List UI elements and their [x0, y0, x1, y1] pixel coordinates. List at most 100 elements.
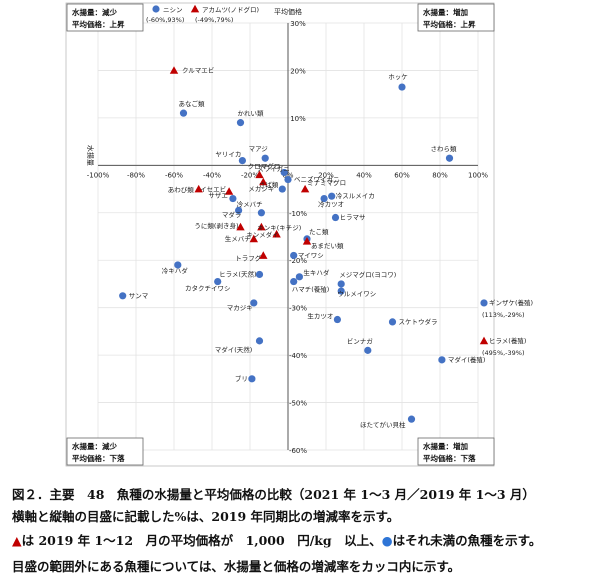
data-point-label: ミナミマグロ: [307, 178, 346, 187]
data-point-label: サザエ: [208, 192, 228, 200]
data-point-label: ビンナガ: [347, 336, 374, 345]
data-point-circle: [174, 261, 182, 269]
data-point-label: 生カツオ: [307, 312, 333, 321]
data-point-label: キンキ(キチジ): [257, 224, 301, 232]
data-point-triangle: [302, 237, 312, 245]
data-point-label: かれい類: [238, 109, 265, 118]
y-tick-label: -40%: [289, 352, 307, 360]
data-point-triangle: [224, 187, 234, 195]
data-point-label: ウルメイワシ: [337, 290, 376, 298]
data-point-label: トラフグ: [235, 253, 262, 262]
y-tick-label: -10%: [289, 210, 307, 218]
data-point-circle: [438, 356, 446, 364]
data-point-label: マアジ: [249, 145, 269, 153]
data-point-circle: [331, 213, 340, 222]
data-point-circle: [257, 209, 265, 217]
y-tick-label: 20%: [290, 67, 306, 75]
y-tick-label: -60%: [289, 447, 307, 455]
quadrant-top-left-line2: 平均価格：上昇: [72, 19, 125, 29]
data-point-label: マダイ(天然): [215, 345, 253, 354]
data-point-circle: [250, 299, 258, 307]
quadrant-bottom-left-line1: 水揚量：減少: [72, 441, 117, 451]
legend-triangle-marker: [190, 4, 200, 13]
quadrant-top-right-line1: 水揚量：増加: [423, 7, 468, 17]
data-point-triangle: [255, 170, 264, 179]
data-point-label: ハマチ(養殖): [292, 285, 330, 294]
data-point-circle: [179, 109, 188, 117]
data-point-circle: [290, 277, 298, 286]
data-point-circle: [320, 194, 328, 203]
data-point-label: 冷カツオ: [318, 200, 344, 209]
data-point-triangle: [259, 251, 268, 259]
y-tick-label: 30%: [290, 20, 306, 28]
data-point-circle: [261, 154, 269, 162]
data-point-circle: [337, 287, 345, 295]
data-point-circle: [333, 315, 341, 324]
data-point-circle: [337, 280, 345, 288]
data-point-circle: [328, 192, 336, 200]
quadrant-top-left-box: [66, 3, 144, 32]
data-point-circle: [119, 292, 127, 300]
data-point-label: メカジキ: [248, 185, 274, 193]
x-tick-label: -40%: [203, 171, 221, 179]
figure-caption-title: 図２．主要 48 魚種の水揚量と平均価格の比較（2021 年 1～3 月／201…: [12, 487, 535, 502]
data-point-triangle: [272, 229, 281, 238]
data-point-label: あまだい類: [311, 241, 344, 250]
outlier-point-triangle: [479, 336, 489, 345]
data-point-circle: [255, 337, 264, 345]
data-point-circle: [229, 194, 237, 203]
data-point-label: サンマ: [129, 292, 149, 300]
data-point-triangle: [257, 222, 266, 231]
data-point-circle: [248, 375, 256, 383]
data-point-circle: [278, 185, 286, 193]
data-point-label: 冷メバチ: [237, 199, 263, 208]
data-point-triangle: [169, 66, 179, 74]
x-axis-title: 水揚量: [86, 145, 95, 166]
data-point-label: ヒラメ(天然): [219, 269, 256, 278]
data-point-label: さわら類: [431, 144, 458, 153]
data-point-label: マイワシ: [298, 251, 324, 259]
quadrant-top-left-line1: 水揚量：減少: [72, 7, 117, 17]
data-point-label: あわび類: [168, 185, 195, 194]
data-point-label: マダラ: [222, 210, 242, 219]
data-point-circle: [280, 168, 288, 177]
quadrant-bottom-right-box: [417, 437, 495, 466]
data-point-circle: [445, 154, 454, 162]
x-tick-label: 100%: [468, 171, 488, 179]
x-tick-label: 0%: [282, 171, 293, 179]
y-tick-label: 10%: [290, 115, 306, 123]
data-point-circle: [398, 83, 406, 91]
data-point-label: 冷スルメイカ: [336, 191, 375, 200]
data-point-circle: [214, 277, 222, 286]
scatter-chart: -100% -80% -60% -40% -20% 0% 20% 40% 60% 80% 100% 3…: [65, 2, 533, 467]
data-point-circle: [236, 119, 245, 127]
data-point-circle: [388, 318, 397, 326]
data-point-label: 冷キハダ: [162, 266, 189, 275]
data-point-triangle: [249, 234, 258, 243]
data-point-triangle: [259, 177, 268, 186]
quadrant-top-right-box: [417, 3, 495, 32]
data-point-label: マカジキ: [227, 304, 253, 312]
quadrant-bottom-left-line2: 平均価格：下落: [72, 453, 125, 463]
figure-caption-axis-note: 横軸と縦軸の目盛に記載した%は、2019 年同期比の増減率を示す。: [12, 509, 400, 524]
data-point-label: ヤリイカ: [215, 151, 241, 159]
data-point-label: あなご類: [179, 99, 206, 108]
data-point-label: ブリ: [235, 374, 248, 383]
outlier-point-note: (495%,-39%): [482, 349, 525, 357]
data-point-label: ホッケ: [388, 73, 408, 81]
marker-note-triangle: は 2019 年 1～12 月の平均価格が 1,000 円/kg 以上、: [21, 533, 382, 548]
data-point-label: クロマグロ: [248, 161, 281, 170]
legend-label-nishin: ニシン: [163, 6, 183, 14]
data-point-circle: [238, 156, 246, 165]
y-tick-label: -30%: [289, 305, 307, 313]
x-tick-label: 60%: [394, 171, 410, 179]
data-point-triangle: [236, 222, 245, 231]
x-tick-label: 20%: [318, 171, 334, 179]
figure-caption-marker-note: ▲は 2019 年 1～12 月の平均価格が 1,000 円/kg 以上、●はそ…: [12, 530, 541, 549]
data-point-label: たこ類: [309, 227, 329, 236]
data-point-label: メジマグロ(ヨコワ): [339, 270, 396, 279]
data-point-label: マダイ(養殖): [448, 355, 486, 364]
data-point-triangle: [194, 184, 203, 193]
outlier-point-label: ギンザケ(養殖): [489, 298, 533, 307]
x-tick-label: -100%: [87, 171, 110, 179]
